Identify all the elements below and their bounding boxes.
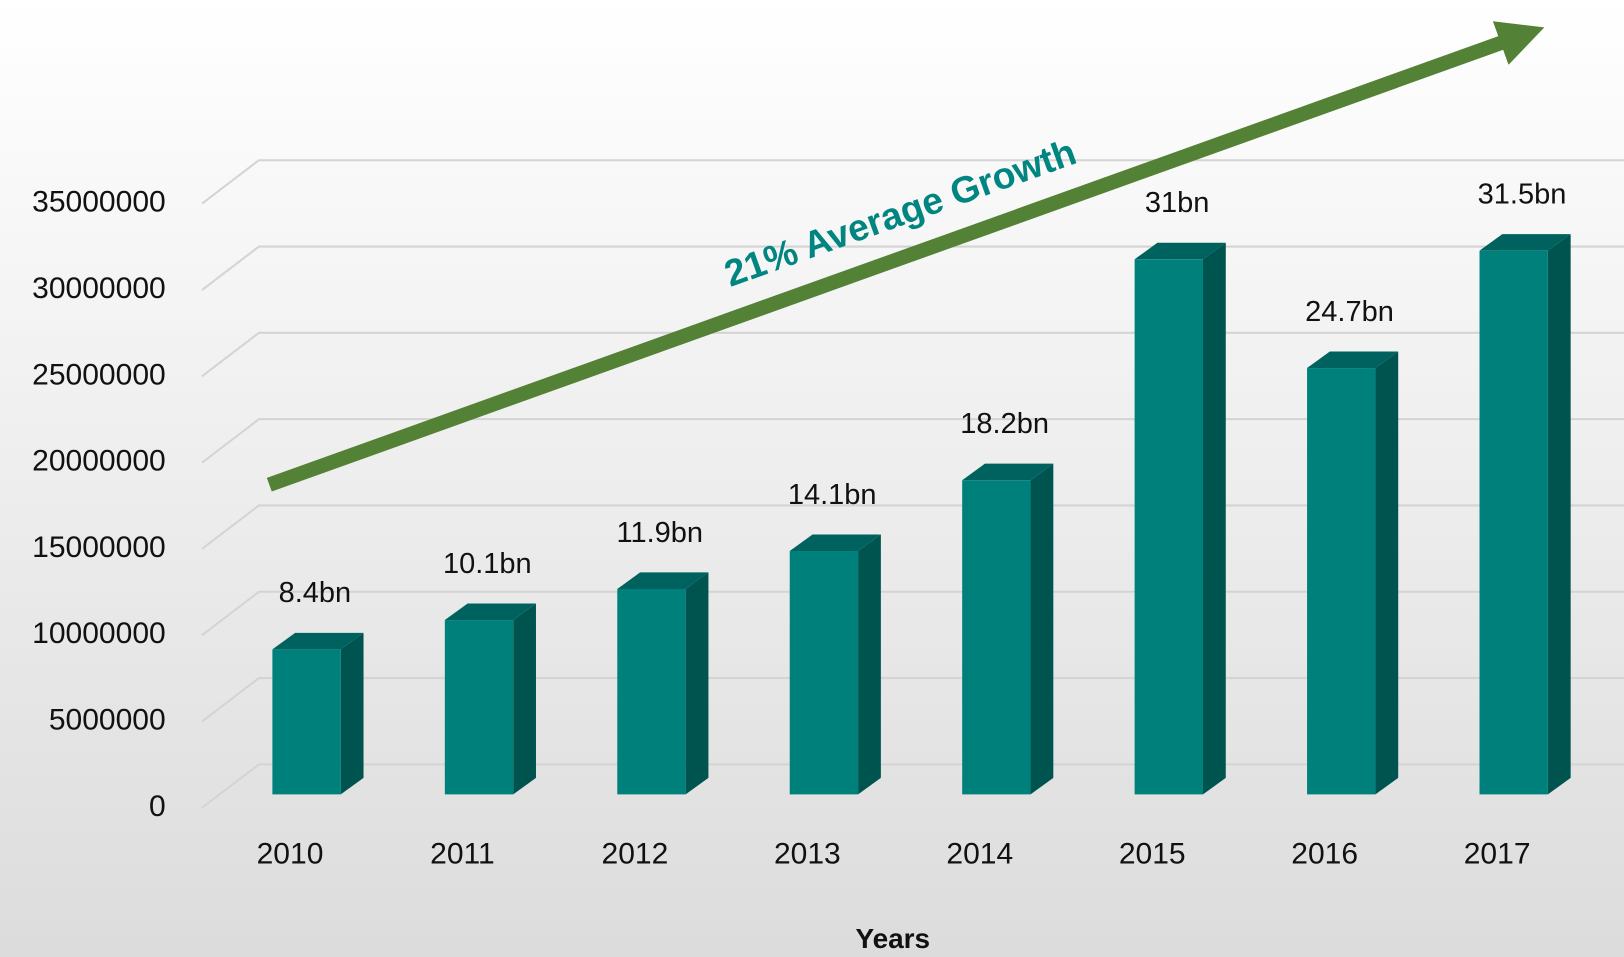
value-label: 31.5bn <box>1478 178 1567 210</box>
x-tick-label: 2017 <box>1464 837 1531 870</box>
y-tick-label: 20000000 <box>32 445 166 478</box>
bar <box>1307 368 1376 795</box>
bars: 8.4bn 2010 10.1bn 2011 11.9bn 2012 14.1bn 2013 1… <box>257 178 1571 870</box>
bar <box>962 480 1031 795</box>
bar <box>444 620 514 795</box>
value-label: 10.1bn <box>443 548 532 580</box>
x-tick-label: 2013 <box>774 837 841 870</box>
x-tick-label: 2010 <box>257 837 324 870</box>
bar-side <box>1375 351 1399 795</box>
bar-side <box>340 632 364 795</box>
value-label: 24.7bn <box>1305 296 1394 328</box>
bar-top <box>1307 351 1399 369</box>
y-tick-label: 10000000 <box>32 617 166 650</box>
bar <box>1134 259 1203 795</box>
x-tick-label: 2011 <box>430 837 495 870</box>
x-tick-label: 2016 <box>1291 837 1358 870</box>
value-label: 31bn <box>1145 187 1210 219</box>
bar-top <box>962 463 1054 481</box>
x-tick-label: 2015 <box>1119 837 1186 870</box>
bar-side <box>685 572 709 795</box>
bar-side <box>1030 463 1054 795</box>
bar <box>272 649 341 795</box>
bar-side <box>1202 242 1226 795</box>
bar <box>789 551 859 795</box>
bar-side <box>858 534 881 795</box>
y-tick-label: 5000000 <box>49 703 166 736</box>
y-tick-label: 25000000 <box>32 358 166 391</box>
bar-top <box>1134 242 1226 260</box>
x-axis-title: Years <box>855 923 930 954</box>
bar-top <box>617 572 709 589</box>
y-tick-label: 15000000 <box>32 531 166 564</box>
bar-top <box>789 534 881 552</box>
x-tick-label: 2012 <box>602 837 669 870</box>
value-label: 18.2bn <box>960 408 1049 440</box>
x-tick-label: 2014 <box>946 837 1013 870</box>
bar-side <box>513 603 536 795</box>
bar-top <box>272 632 364 650</box>
value-label: 14.1bn <box>788 479 877 511</box>
y-tick-label: 30000000 <box>32 272 166 305</box>
y-tick-label: 35000000 <box>32 186 166 219</box>
bar-top <box>444 603 536 621</box>
bar <box>1479 250 1548 795</box>
growth-arrow <box>266 21 1545 492</box>
y-tick-label: 0 <box>149 790 166 823</box>
bar-top <box>1479 234 1571 251</box>
value-label: 8.4bn <box>279 577 352 609</box>
value-label: 11.9bn <box>616 517 703 549</box>
bar-side <box>1547 234 1571 795</box>
bar <box>617 588 686 795</box>
